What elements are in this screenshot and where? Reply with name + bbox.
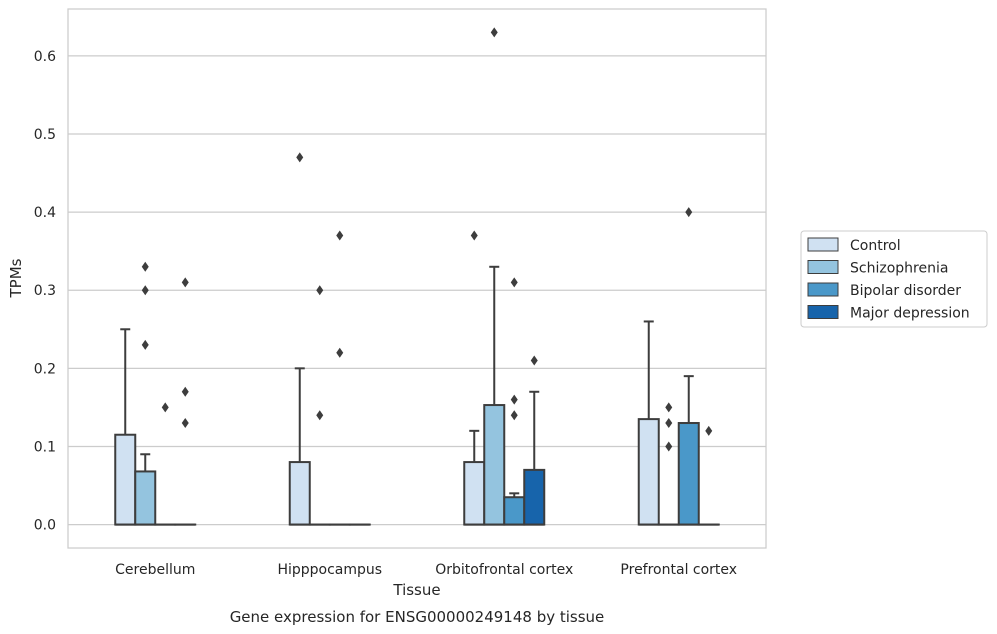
y-tick-label: 0.1	[34, 439, 56, 455]
outlier-point	[510, 410, 518, 421]
legend-label: Control	[850, 238, 901, 254]
y-tick-label: 0.4	[34, 205, 56, 221]
x-tick-label: Orbitofrontal cortex	[435, 562, 573, 578]
box-group	[174, 277, 197, 526]
box-group	[677, 207, 700, 526]
outlier-point	[530, 355, 538, 366]
grid-layer	[68, 55, 766, 526]
box-group	[503, 277, 526, 526]
x-axis-title: Tissue	[392, 581, 440, 599]
plot-frame	[67, 8, 767, 549]
outlier-point	[665, 402, 673, 413]
legend: Control Schizophrenia Bipolar disorder Majo…	[800, 230, 988, 328]
legend-label: Bipolar disorder	[850, 283, 961, 299]
box-group	[154, 402, 177, 526]
outlier-point	[141, 339, 149, 350]
box	[463, 461, 486, 526]
box	[134, 470, 157, 526]
outlier-point	[316, 410, 324, 421]
box	[483, 404, 506, 526]
box-group	[463, 230, 486, 526]
legend-swatch	[807, 282, 839, 297]
x-tick-labels: Cerebellum Hipppocampus Orbitofrontal cort…	[115, 562, 737, 578]
box-group	[657, 402, 680, 526]
outlier-point	[510, 394, 518, 405]
outlier-point	[181, 277, 189, 288]
box	[637, 418, 660, 526]
outlier-point	[510, 277, 518, 288]
outlier-point	[336, 230, 344, 241]
outlier-point	[490, 27, 498, 38]
box-group	[523, 355, 546, 526]
box-marks	[114, 27, 720, 526]
legend-swatch	[807, 305, 839, 319]
box	[523, 468, 546, 526]
box-group	[288, 152, 311, 526]
box-group	[114, 328, 137, 526]
y-tick-label: 0.3	[34, 283, 56, 299]
y-tick-label: 0.5	[34, 127, 56, 143]
x-tick-label: Hipppocampus	[277, 562, 382, 578]
outlier-point	[705, 425, 713, 436]
box-group	[637, 320, 660, 526]
outlier-point	[665, 441, 673, 452]
outlier-point	[141, 285, 149, 296]
outlier-point	[181, 418, 189, 429]
box	[677, 422, 700, 526]
figure-caption: Gene expression for ENSG00000249148 by t…	[230, 608, 605, 626]
y-tick-labels: 0.0 0.1 0.2 0.3 0.4 0.5 0.6	[34, 49, 56, 534]
legend-frame	[800, 230, 988, 328]
legend-swatch	[807, 237, 839, 252]
box-group	[134, 261, 157, 526]
x-tick-label: Prefrontal cortex	[620, 562, 737, 578]
box-group	[308, 285, 331, 526]
outlier-point	[665, 418, 673, 429]
outlier-point	[181, 386, 189, 397]
outlier-point	[161, 402, 169, 413]
box-group	[328, 230, 351, 526]
box-group	[483, 27, 506, 526]
outlier-point	[336, 347, 344, 358]
legend-label: Major depression	[850, 306, 970, 322]
x-tick-label: Cerebellum	[115, 562, 195, 578]
box	[288, 461, 311, 526]
outlier-point	[470, 230, 478, 241]
outlier-point	[316, 285, 324, 296]
legend-label: Schizophrenia	[850, 261, 948, 277]
legend-swatch	[807, 260, 839, 274]
y-tick-label: 0.6	[34, 49, 56, 65]
outlier-point	[685, 207, 693, 218]
y-axis-title: TPMs	[7, 258, 25, 298]
box-group	[697, 425, 720, 526]
outlier-point	[141, 261, 149, 272]
y-tick-label: 0.0	[34, 518, 56, 534]
outlier-point	[296, 152, 304, 163]
box	[114, 433, 137, 526]
y-tick-label: 0.2	[34, 361, 56, 377]
box	[503, 496, 526, 526]
